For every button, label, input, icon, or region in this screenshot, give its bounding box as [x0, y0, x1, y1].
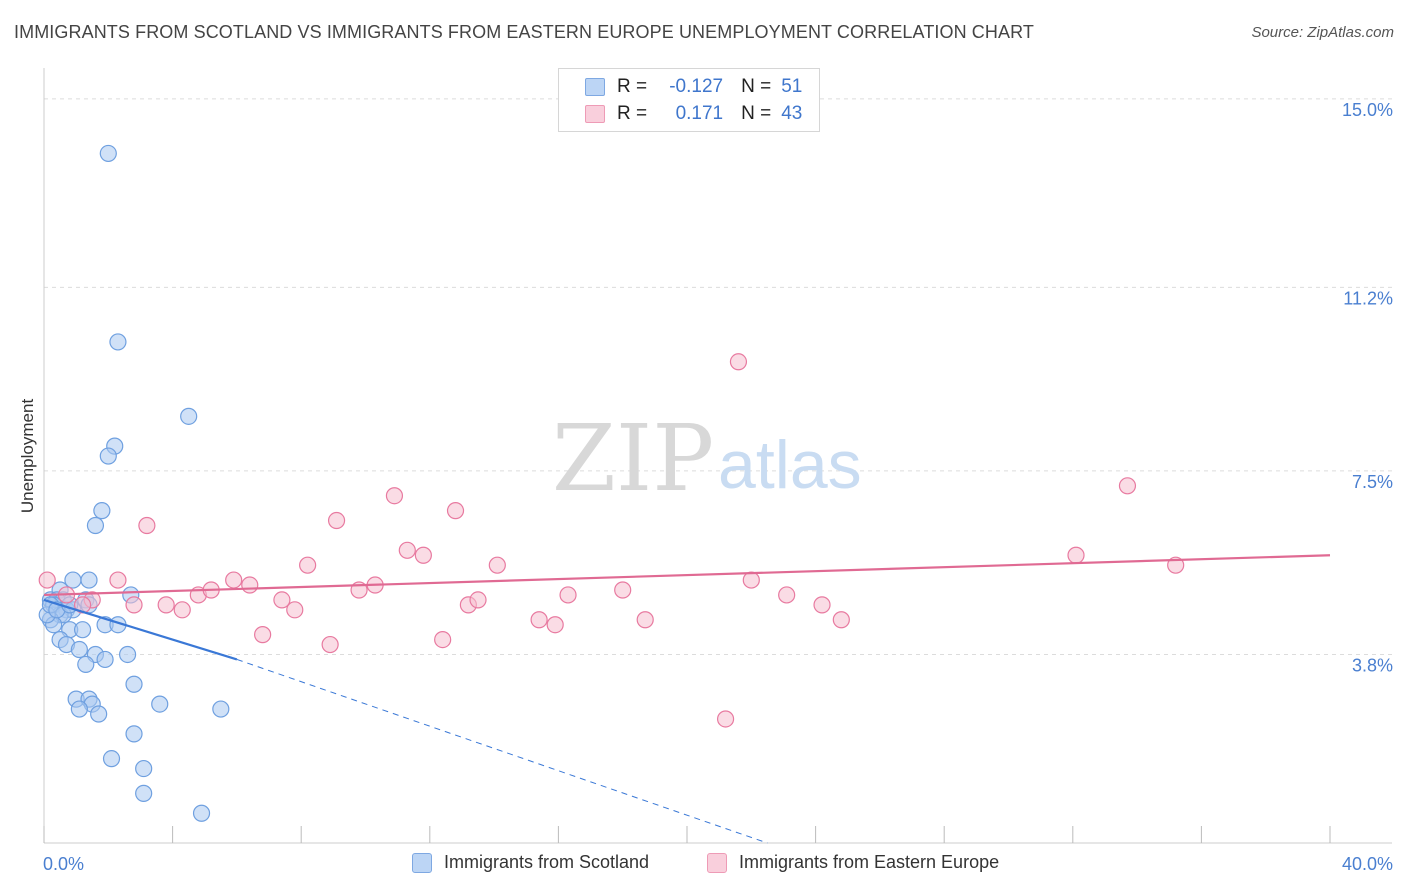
scotland-point [109, 333, 127, 351]
legend-n-label: N = [741, 103, 772, 124]
eastern-europe-point [321, 635, 339, 654]
eastern-europe-point [832, 611, 850, 629]
eastern-europe-point [1118, 477, 1137, 495]
eastern-europe-point [729, 353, 748, 371]
scotland-point [212, 700, 230, 718]
scotland-point [180, 407, 198, 425]
scotland-trend-extension [236, 658, 768, 844]
eastern-europe-point [546, 616, 564, 634]
trend-lines [43, 554, 1331, 844]
y-tick-label: 7.5% [1352, 472, 1393, 492]
legend-row-scotland: R = -0.127 N = 51 [585, 75, 802, 99]
legend-row-eastern-europe: R = 0.171 N = 43 [585, 102, 802, 126]
legend-label-scotland: Immigrants from Scotland [444, 852, 650, 872]
scotland-point [80, 571, 98, 589]
y-tick-label: 11.2% [1343, 288, 1393, 308]
watermark-zip: ZIP [552, 405, 714, 512]
scotland-point [135, 784, 153, 802]
eastern-europe-point [559, 586, 577, 604]
scotland-point [96, 650, 114, 669]
series-legend: Immigrants from Scotland Immigrants from… [0, 850, 1406, 880]
scotland-point [90, 705, 108, 723]
eastern-europe-point [434, 630, 452, 649]
eastern-europe-point [109, 571, 127, 589]
scotland-point [86, 516, 105, 535]
scotland-trend-line [43, 598, 238, 661]
eastern-europe-point [273, 591, 291, 609]
x-tick-labels: 0.0% 40.0% [43, 854, 1393, 874]
y-tick-label: 15.0% [1342, 100, 1393, 120]
eastern-europe-point [225, 571, 243, 589]
legend-swatch-eastern-europe [585, 105, 605, 123]
legend-n-value-scotland: 51 [781, 76, 803, 97]
watermark-atlas: atlas [718, 427, 862, 503]
scotland-point [77, 655, 95, 674]
eastern-europe-point [385, 487, 404, 505]
eastern-europe-point [446, 502, 465, 520]
eastern-europe-point [530, 611, 548, 629]
scotland-point [70, 700, 88, 718]
eastern-europe-point [125, 596, 143, 614]
eastern-europe-point [414, 546, 432, 564]
eastern-europe-point [299, 556, 317, 574]
eastern-europe-trend-line [43, 554, 1331, 597]
eastern-europe-point [398, 541, 416, 559]
y-tick-label: 3.8% [1352, 655, 1393, 675]
scotland-point [192, 804, 211, 822]
legend-swatch-eastern-europe [707, 852, 727, 873]
legend-label-eastern-europe: Immigrants from Eastern Europe [739, 852, 1000, 872]
data-points [38, 144, 1185, 822]
x-tick-label-max: 40.0% [1342, 854, 1393, 874]
scotland-point [99, 144, 117, 163]
eastern-europe-point [327, 511, 346, 530]
scotland-point [118, 645, 137, 664]
eastern-europe-point [138, 516, 156, 535]
eastern-europe-point [614, 581, 632, 599]
y-tick-labels: 3.8% 7.5% 11.2% 15.0% [1342, 100, 1393, 676]
eastern-europe-point [241, 576, 259, 594]
eastern-europe-point [286, 601, 304, 619]
x-tick-label-min: 0.0% [43, 854, 84, 874]
legend-n-label: N = [741, 76, 772, 97]
eastern-europe-point [157, 596, 175, 614]
eastern-europe-point [488, 556, 506, 574]
scotland-point [102, 750, 121, 768]
eastern-europe-point [636, 611, 654, 629]
scotland-point [125, 675, 143, 693]
eastern-europe-point [254, 626, 272, 644]
legend-r-value-eastern-europe: 0.171 [675, 103, 724, 124]
legend-item-scotland[interactable]: Immigrants from Scotland [412, 852, 649, 873]
scotland-point [135, 759, 153, 778]
scotland-point [151, 695, 169, 713]
eastern-europe-point [469, 591, 487, 609]
watermark: ZIP atlas [552, 405, 862, 512]
legend-item-eastern-europe[interactable]: Immigrants from Eastern Europe [707, 852, 999, 873]
eastern-europe-point [38, 571, 56, 589]
scotland-point [70, 640, 88, 659]
correlation-legend: R = -0.127 N = 51 R = 0.171 N = 43 [558, 68, 820, 132]
eastern-europe-point [1067, 546, 1085, 564]
eastern-europe-point [813, 596, 831, 614]
eastern-europe-point [742, 571, 760, 589]
source-label: Source: ZipAtlas.com [1251, 24, 1394, 41]
eastern-europe-point [716, 710, 735, 728]
legend-n-value-eastern-europe: 43 [781, 103, 803, 124]
eastern-europe-point [778, 586, 796, 604]
chart-title: IMMIGRANTS FROM SCOTLAND VS IMMIGRANTS F… [14, 22, 1034, 42]
scotland-point [73, 621, 92, 639]
gridlines [44, 98, 1392, 655]
scotland-point [99, 447, 117, 465]
legend-r-label: R = [617, 76, 648, 97]
legend-r-value-scotland: -0.127 [669, 76, 724, 97]
scotland-point [125, 725, 143, 743]
eastern-europe-point [173, 601, 191, 619]
legend-r-label: R = [617, 103, 648, 124]
legend-swatch-scotland [412, 852, 432, 873]
legend-swatch-scotland [585, 78, 605, 96]
axes [43, 68, 1392, 844]
scotland-point [93, 502, 111, 520]
